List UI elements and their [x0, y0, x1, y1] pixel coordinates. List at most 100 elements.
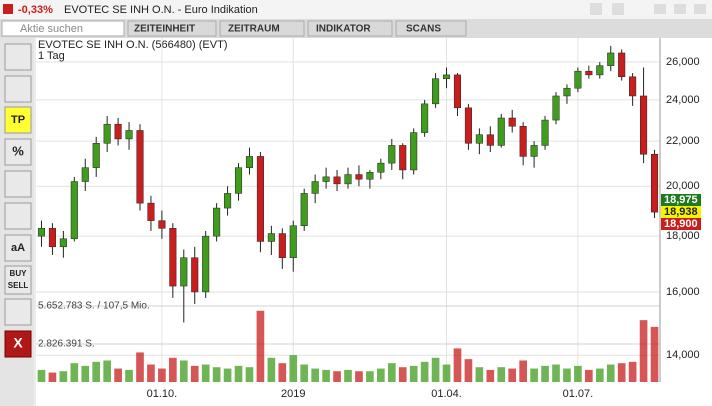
app-icon [3, 4, 13, 14]
candle-body [300, 193, 308, 227]
volume-bar [59, 371, 68, 382]
candle-body [618, 52, 626, 78]
menu-label: ZEITRAUM [228, 24, 280, 35]
volume-bar [519, 360, 527, 382]
menu-button[interactable] [219, 20, 305, 37]
volume-bar [103, 360, 111, 382]
volume-bar [201, 364, 210, 382]
y-tick-label: 20,000 [666, 180, 700, 192]
volume-bar [70, 363, 79, 382]
x-tick-label: 01.07. [563, 388, 594, 400]
menu-button[interactable] [307, 20, 393, 37]
x-tick-label: 01.10. [147, 388, 178, 400]
candle-body [563, 87, 571, 97]
menu-label: SCANS [406, 24, 441, 35]
candle-body [125, 130, 133, 140]
candle-body [640, 95, 648, 155]
candle-body [37, 228, 46, 237]
search-box[interactable] [1, 20, 125, 37]
volume-tick-label: 5.652.783 S. / 107,5 Mio. [38, 301, 150, 312]
candle-body [234, 167, 243, 194]
volume-bar [420, 361, 429, 382]
volume-bar [333, 371, 341, 382]
price-tag-label: 18,938 [664, 206, 698, 218]
menu-button[interactable] [127, 20, 217, 37]
candle-body [607, 52, 615, 66]
candle-body [136, 130, 144, 204]
chart-title: EVOTEC SE INH O.N. (566480) (EVT) [38, 39, 228, 51]
volume-bar [508, 368, 517, 382]
candle-body [464, 107, 472, 144]
volume-bar [366, 371, 374, 382]
line-button[interactable] [4, 75, 32, 103]
volume-bar [92, 361, 101, 382]
volume-bar [267, 357, 276, 382]
volume-bar [136, 352, 144, 382]
close-window-button[interactable] [694, 4, 706, 14]
chart-subtitle: 1 Tag [38, 50, 65, 62]
cursor-button[interactable] [4, 43, 32, 71]
y-tick-label: 14,000 [666, 349, 700, 361]
tp-button[interactable] [4, 106, 32, 134]
candle-body [289, 225, 297, 258]
candle-body [377, 162, 385, 173]
candle-body [267, 233, 275, 242]
candle-body [497, 117, 505, 146]
percent-label: % [12, 143, 24, 158]
volume-bar [639, 320, 648, 382]
alert-button[interactable] [612, 3, 624, 15]
candle-body [224, 193, 232, 209]
volume-bar [530, 368, 538, 382]
candle-body [202, 235, 210, 293]
candle-body [191, 257, 199, 293]
search-placeholder: Aktie suchen [20, 23, 83, 35]
candle-body [103, 123, 111, 144]
x-tick-label: 2019 [281, 388, 305, 400]
volume-bar [256, 310, 265, 382]
volume-bar [245, 367, 254, 382]
candle-body [311, 181, 319, 194]
volume-tick-label: 2.826.391 S. [38, 339, 95, 350]
y-tick-label: 18,000 [666, 230, 700, 242]
candle-body [388, 145, 396, 164]
candle-body [355, 174, 363, 180]
volume-bar [289, 355, 298, 382]
zoom-button[interactable] [4, 202, 32, 230]
price-tag [661, 194, 701, 206]
candle-body [399, 145, 407, 171]
volume-bar [355, 371, 363, 382]
text-label: aA [11, 242, 25, 254]
candle-body [245, 156, 254, 168]
maximize-button[interactable] [674, 4, 686, 14]
delete-button[interactable] [4, 330, 32, 358]
candle-body [508, 117, 516, 127]
percent-button[interactable] [4, 138, 32, 166]
x-tick-label: 01.04. [431, 388, 462, 400]
text-button[interactable] [4, 234, 32, 262]
candle-body [48, 228, 56, 248]
change: -0,33% [18, 4, 53, 16]
sound-button[interactable] [4, 298, 32, 326]
volume-bar [311, 368, 319, 382]
channel-button[interactable] [4, 170, 32, 198]
candle-body [421, 103, 429, 133]
candle-body [574, 70, 582, 89]
volume-bar [617, 363, 626, 382]
price-tag [661, 206, 701, 218]
delete-label: X [13, 335, 23, 351]
volume-bar [574, 365, 582, 382]
volume-bar [147, 364, 155, 382]
candle-body [70, 181, 78, 240]
volume-bar [190, 365, 199, 382]
price-tag [661, 218, 701, 230]
title-bar [0, 0, 712, 19]
pin-button[interactable] [590, 3, 602, 15]
y-tick-label: 16,000 [666, 286, 700, 298]
minimize-button[interactable] [654, 4, 666, 14]
menu-button[interactable] [395, 20, 467, 37]
trade-button[interactable] [4, 265, 32, 295]
candle-body [475, 134, 483, 144]
y-tick-label: 26,000 [666, 56, 700, 68]
candle-body [59, 238, 67, 248]
